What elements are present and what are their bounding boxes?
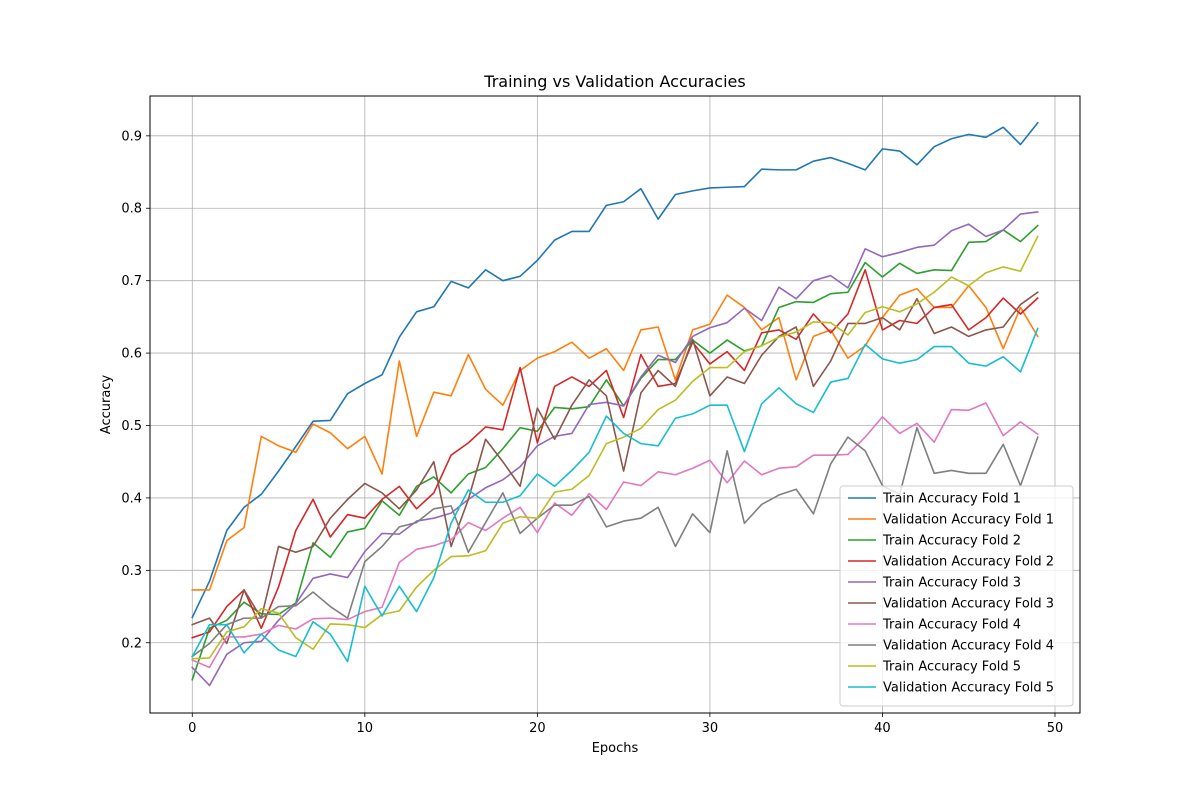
x-tick-label: 50	[1047, 721, 1064, 736]
legend-entry-label: Validation Accuracy Fold 3	[883, 597, 1054, 612]
series-line-train-accuracy-fold-3	[191, 210, 1039, 687]
x-tick-label: 0	[188, 721, 196, 736]
legend-entry-label: Validation Accuracy Fold 4	[883, 639, 1054, 654]
legend-entry-label: Train Accuracy Fold 3	[882, 576, 1021, 591]
x-axis-label: Epochs	[592, 741, 639, 756]
legend-entry-label: Train Accuracy Fold 2	[882, 534, 1021, 549]
y-tick-label: 0.7	[121, 274, 142, 289]
legend-entry-label: Train Accuracy Fold 4	[882, 618, 1021, 633]
series-layer	[191, 121, 1039, 687]
legend-entry-label: Validation Accuracy Fold 2	[883, 555, 1054, 570]
y-tick-label: 0.6	[121, 347, 142, 362]
legend-entry-label: Validation Accuracy Fold 1	[883, 513, 1054, 528]
series-line-validation-accuracy-fold-3	[191, 291, 1039, 645]
axis-ticks: 0 10 20 30 40 50 0.2 0.3 0.4 0.5 0.6 0.7 0.8 0.9	[121, 129, 1063, 736]
series-line-validation-accuracy-fold-5	[191, 327, 1039, 663]
series-line-validation-accuracy-fold-1	[191, 284, 1039, 591]
y-tick-label: 0.2	[121, 636, 142, 651]
series-line-validation-accuracy-fold-2	[191, 268, 1039, 639]
x-tick-label: 30	[702, 721, 719, 736]
y-tick-label: 0.3	[121, 564, 142, 579]
y-tick-label: 0.9	[121, 129, 142, 144]
series-line-train-accuracy-fold-1	[191, 121, 1039, 619]
x-tick-label: 20	[529, 721, 546, 736]
legend: Train Accuracy Fold 1 Validation Accuracy…	[839, 485, 1074, 707]
axes-frame	[149, 95, 1081, 714]
y-tick-label: 0.8	[121, 202, 142, 217]
chart-title: Training vs Validation Accuracies	[483, 72, 745, 91]
y-tick-label: 0.4	[121, 491, 142, 506]
series-line-train-accuracy-fold-4	[191, 402, 1039, 669]
series-line-train-accuracy-fold-5	[191, 235, 1039, 660]
legend-box	[839, 485, 1074, 707]
y-axis-label: Accuracy	[99, 375, 114, 435]
y-tick-label: 0.5	[121, 419, 142, 434]
x-tick-label: 40	[874, 721, 891, 736]
legend-entry-label: Train Accuracy Fold 5	[882, 660, 1021, 675]
legend-entry-label: Train Accuracy Fold 1	[882, 492, 1021, 507]
legend-entry-label: Validation Accuracy Fold 5	[883, 681, 1054, 696]
x-tick-label: 10	[357, 721, 374, 736]
